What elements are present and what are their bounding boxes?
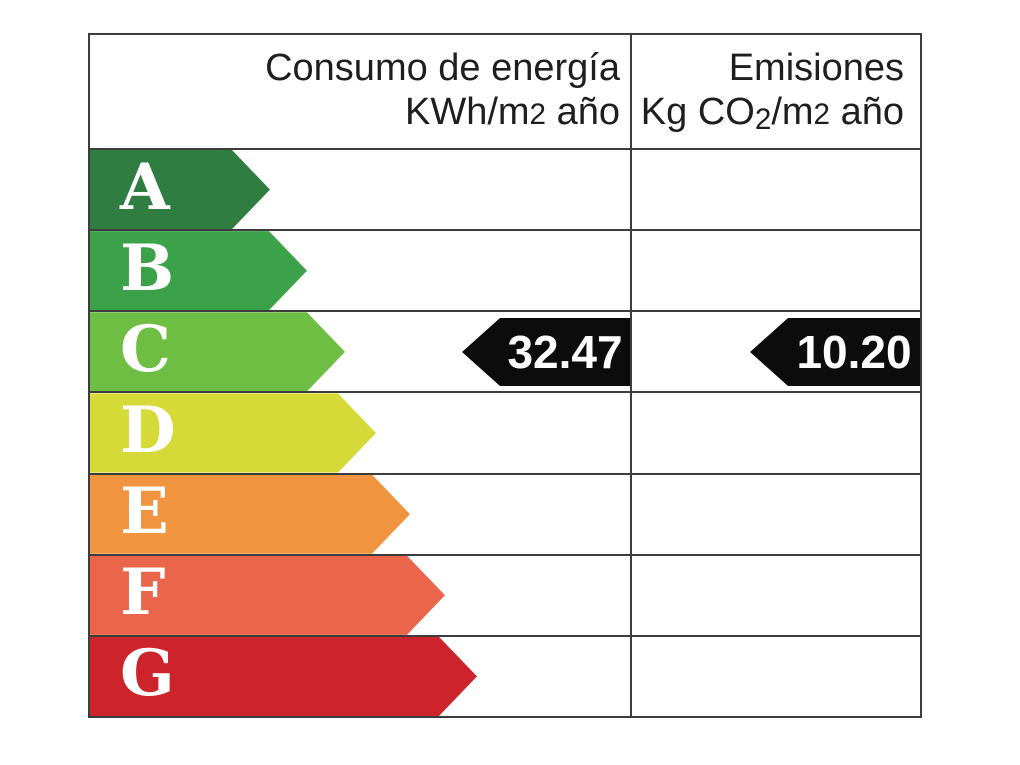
grade-letter: D [120,392,176,468]
grade-letter: F [120,555,166,631]
consumo-value: 32.47 [507,326,623,378]
grade-letter: E [120,474,169,550]
energy-rating-table: Consumo de energía KWh/m2 año Emisiones … [88,33,922,718]
scale-row-g: G [90,637,920,716]
table-header: Consumo de energía KWh/m2 año Emisiones … [90,35,920,150]
scale-row-d: D [90,393,920,475]
grade-arrow-e: E [90,475,410,554]
header-emisiones-column: Emisiones Kg CO2/m2 año [632,35,920,148]
header-consumo-column: Consumo de energía KWh/m2 año [90,35,632,148]
scale-row-f: F [90,556,920,637]
grade-letter: C [120,311,171,387]
scale-row-a: A [90,150,920,232]
consumo-unit-exponent: 2 [529,98,547,131]
emisiones-value: 10.20 [796,326,912,378]
grade-letter: A [120,149,170,225]
consumo-value-arrow: 32.47 [462,318,630,386]
grade-arrow-g: G [90,637,477,716]
header-emisiones-title: Emisiones [728,47,904,89]
grade-arrow-f: F [90,556,445,635]
emisiones-unit-exponent: 2 [813,98,831,131]
header-consumo-title: Consumo de energía [265,47,620,89]
header-consumo-units: KWh/m2 año [404,91,620,133]
emisiones-co2-subscript: 2 [754,103,772,137]
header-emisiones-units: Kg CO2/m2 año [640,91,904,137]
column-divider [630,35,632,716]
scale-row-e: E [90,475,920,556]
grade-arrow-d: D [90,393,376,472]
grade-letter: G [120,636,175,712]
scale-row-c: C [90,312,920,394]
scale-row-b: B [90,231,920,313]
grade-arrow-a: A [90,150,270,229]
grade-arrow-b: B [90,231,307,310]
emisiones-value-arrow: 10.20 [750,318,920,386]
grade-letter: B [120,230,175,306]
grade-arrow-c: C [90,312,345,391]
